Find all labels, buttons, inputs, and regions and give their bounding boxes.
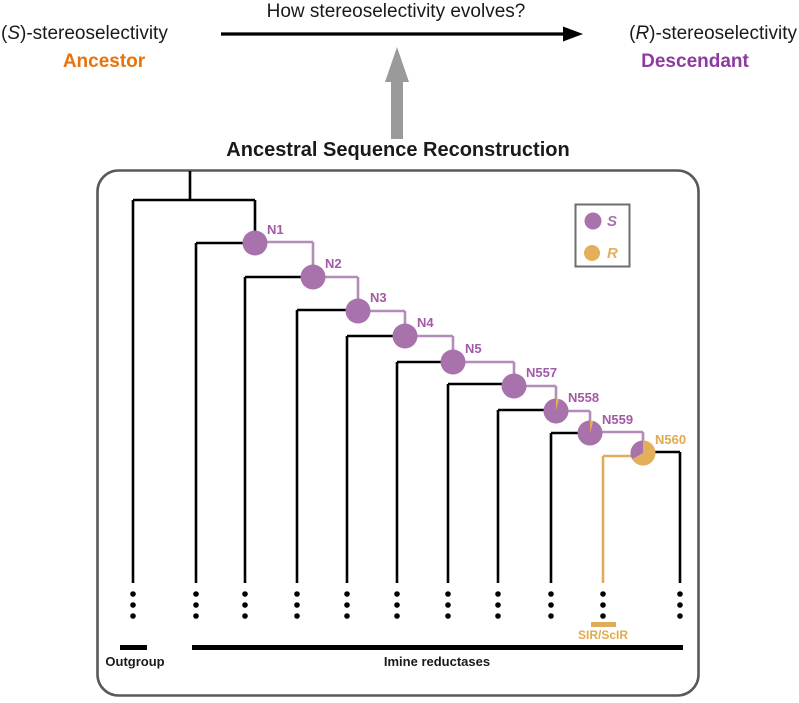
node-label-N2: N2: [325, 256, 342, 271]
leaf-ellipsis-dot: [495, 613, 501, 619]
leaf-ellipsis-dot: [130, 602, 136, 608]
s-letter: S: [7, 23, 21, 44]
imine-reductases-label: Imine reductases: [383, 654, 491, 669]
node-label-N559: N559: [602, 412, 633, 427]
asr-arrow-shaft: [391, 80, 403, 139]
node-pie-N1: [242, 230, 268, 256]
legend-box: [574, 203, 631, 268]
legend-swatch-S: [584, 212, 602, 230]
leaf-ellipsis-dot: [677, 602, 683, 608]
leaf-ellipsis-dot: [600, 602, 606, 608]
leaf-ellipsis-dot: [600, 613, 606, 619]
outgroup-bar: [120, 645, 147, 650]
leaf-ellipsis-dot: [548, 591, 554, 597]
leaf-ellipsis-dot: [600, 591, 606, 597]
node-pie-N5: [440, 349, 466, 375]
descendant-label: Descendant: [641, 51, 749, 72]
node-label-N1: N1: [267, 222, 284, 237]
outgroup-label: Outgroup: [105, 654, 165, 669]
node-pie-N560: [630, 440, 643, 460]
node-pie-N559: [577, 420, 603, 446]
leaf-ellipsis-dot: [445, 602, 451, 608]
legend-letter-R: R: [607, 245, 618, 262]
asr-arrow-head: [385, 47, 409, 82]
leaf-ellipsis-dot: [677, 591, 683, 597]
leaf-ellipsis-dot: [294, 602, 300, 608]
node-pie-N558: [556, 398, 559, 411]
leaf-ellipsis-dot: [677, 613, 683, 619]
leaf-ellipsis-dot: [344, 602, 350, 608]
leaf-ellipsis-dot: [242, 591, 248, 597]
evolution-arrow-head: [563, 26, 583, 42]
node-label-N5: N5: [465, 341, 482, 356]
sir-scir-label: SIR/ScIR: [577, 628, 628, 642]
node-pie-N558: [543, 398, 569, 424]
leaf-ellipsis-dot: [394, 613, 400, 619]
leaf-ellipsis-dot: [394, 591, 400, 597]
leaf-ellipsis-dot: [193, 591, 199, 597]
sir-clade-marker: [591, 622, 616, 627]
leaf-ellipsis-dot: [344, 613, 350, 619]
leaf-ellipsis-dot: [495, 602, 501, 608]
ancestor-stereoselectivity-label: (S)-stereoselectivity: [1, 23, 168, 44]
evolution-arrow: [221, 26, 583, 42]
leaf-ellipsis-dot: [445, 613, 451, 619]
leaf-ellipsis-dot: [294, 591, 300, 597]
leaf-ellipsis-dot: [193, 602, 199, 608]
leaf-ellipsis-dot: [394, 602, 400, 608]
r-letter: R: [635, 23, 650, 44]
node-label-N558: N558: [568, 390, 599, 405]
asr-title: Ancestral Sequence Reconstruction: [226, 139, 570, 161]
descendant-stereoselectivity-label: (R)-stereoselectivity: [629, 23, 797, 44]
leaf-ellipsis-dot: [294, 613, 300, 619]
node-pie-N4: [392, 323, 418, 349]
legend: SR: [584, 212, 618, 262]
leaf-ellipsis-dot: [445, 591, 451, 597]
node-pie-N560: [632, 440, 656, 466]
node-label-N560: N560: [655, 432, 686, 447]
node-pie-N559: [590, 420, 594, 433]
leaf-ellipsis-dot: [242, 613, 248, 619]
node-pie-N2: [300, 264, 326, 290]
node-pie-N557: [501, 373, 527, 399]
legend-swatch-R: [584, 245, 600, 261]
node-label-N557: N557: [526, 365, 557, 380]
node-label-N3: N3: [370, 290, 387, 305]
leaf-ellipsis-dot: [242, 602, 248, 608]
leaf-ellipsis-dot: [344, 591, 350, 597]
leaf-ellipsis-dot: [548, 602, 554, 608]
asr-up-arrow: [385, 47, 409, 139]
ancestor-label: Ancestor: [62, 51, 146, 72]
leaf-ellipsis-dot: [548, 613, 554, 619]
leaf-ellipsis-dot: [130, 591, 136, 597]
leaf-ellipsis-dot: [130, 613, 136, 619]
legend-letter-S: S: [607, 213, 617, 230]
imine-reductases-bar: [192, 645, 683, 650]
leaf-ellipsis-dot: [193, 613, 199, 619]
question-title: How stereoselectivity evolves?: [266, 1, 526, 22]
leaf-ellipsis-dot: [495, 591, 501, 597]
node-label-N4: N4: [417, 315, 434, 330]
node-pie-N3: [345, 298, 371, 324]
